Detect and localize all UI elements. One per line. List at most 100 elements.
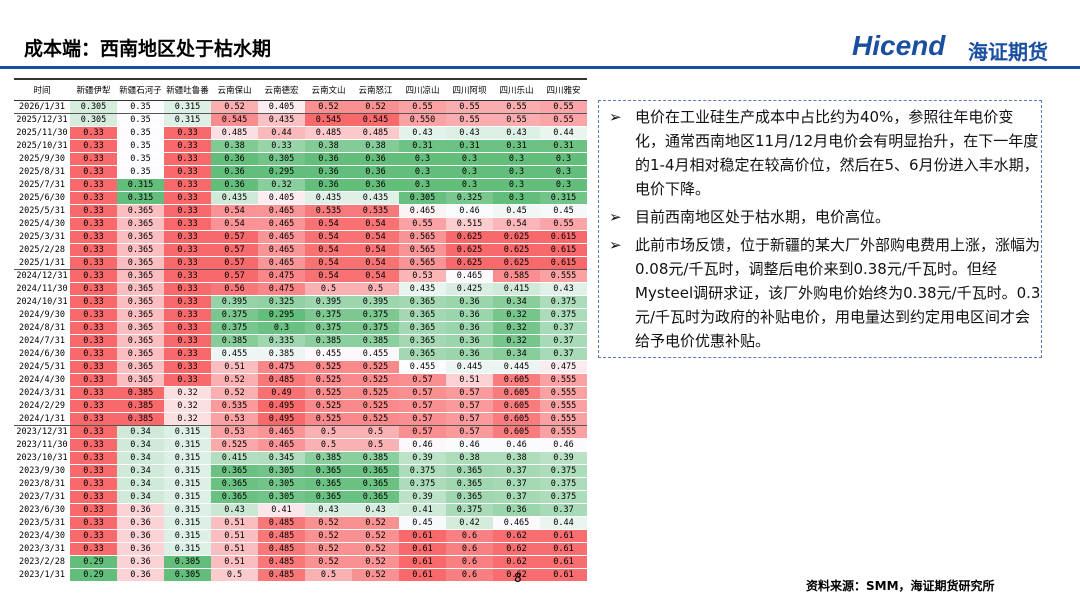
price-cell: 0.5: [305, 425, 352, 439]
price-cell: 0.35: [117, 139, 164, 153]
price-cell: 0.33: [164, 308, 211, 322]
logo: Hicend: [852, 30, 946, 61]
price-cell: 0.33: [70, 230, 117, 244]
price-cell: 0.3: [258, 321, 305, 335]
date-cell: 2023/4/30: [14, 529, 70, 543]
price-cell: 0.515: [446, 217, 493, 231]
price-cell: 0.315: [164, 542, 211, 556]
date-cell: 2024/7/31: [14, 334, 70, 348]
date-cell: 2023/1/31: [14, 568, 70, 582]
price-cell: 0.57: [446, 425, 493, 439]
price-cell: 0.365: [117, 230, 164, 244]
price-cell: 0.55: [540, 113, 587, 127]
price-cell: 0.34: [493, 295, 540, 309]
table-row: 2025/7/31 0.33 0.315 0.33 0.36 0.32 0.36 0.36 0.…: [14, 178, 587, 192]
date-cell: 2025/3/31: [14, 230, 70, 244]
price-cell: 0.57: [399, 373, 446, 387]
price-cell: 0.325: [258, 295, 305, 309]
date-cell: 2023/11/30: [14, 438, 70, 452]
price-cell: 0.49: [258, 386, 305, 400]
price-cell: 0.525: [211, 438, 258, 452]
price-cell: 0.375: [446, 503, 493, 517]
table-row: 2025/3/31 0.33 0.365 0.33 0.57 0.465 0.54 0.54 0…: [14, 230, 587, 244]
price-cell: 0.61: [540, 542, 587, 556]
price-cell: 0.33: [164, 126, 211, 140]
price-cell: 0.33: [164, 152, 211, 166]
price-cell: 0.32: [164, 412, 211, 426]
price-cell: 0.51: [211, 555, 258, 569]
price-cell: 0.435: [352, 191, 399, 205]
column-header: 四川雅安: [540, 78, 587, 101]
price-cell: 0.535: [211, 399, 258, 413]
price-cell: 0.56: [211, 282, 258, 296]
price-cell: 0.32: [493, 334, 540, 348]
price-cell: 0.525: [305, 360, 352, 374]
price-cell: 0.365: [211, 464, 258, 478]
price-cell: 0.365: [399, 295, 446, 309]
company-name: 海证期货: [968, 40, 1048, 64]
price-cell: 0.485: [352, 126, 399, 140]
price-cell: 0.395: [211, 295, 258, 309]
table-row: 2023/6/30 0.33 0.36 0.315 0.43 0.41 0.43 0.43 0.…: [14, 503, 587, 517]
price-cell: 0.365: [446, 477, 493, 491]
price-cell: 0.46: [446, 438, 493, 452]
price-cell: 0.34: [117, 490, 164, 504]
price-cell: 0.365: [117, 295, 164, 309]
price-cell: 0.45: [399, 516, 446, 530]
price-cell: 0.33: [70, 399, 117, 413]
price-cell: 0.35: [117, 126, 164, 140]
price-cell: 0.425: [446, 282, 493, 296]
price-cell: 0.33: [70, 269, 117, 283]
price-cell: 0.475: [258, 360, 305, 374]
price-cell: 0.38: [493, 451, 540, 465]
price-cell: 0.365: [399, 308, 446, 322]
price-cell: 0.33: [164, 373, 211, 387]
price-cell: 0.455: [211, 347, 258, 361]
price-cell: 0.435: [305, 191, 352, 205]
price-cell: 0.36: [117, 542, 164, 556]
price-cell: 0.33: [164, 347, 211, 361]
date-cell: 2025/6/30: [14, 191, 70, 205]
price-cell: 0.5: [352, 438, 399, 452]
price-cell: 0.33: [70, 178, 117, 192]
price-cell: 0.38: [352, 139, 399, 153]
bullet: 电价在工业硅生产成本中占比约为40%，参照往年电价变化，通常西南地区11月/12…: [605, 105, 1041, 201]
table-row: 2024/2/29 0.33 0.385 0.32 0.535 0.495 0.525 0.5…: [14, 399, 587, 413]
table-row: 2025/10/31 0.33 0.35 0.33 0.38 0.33 0.38 0.38 0.…: [14, 139, 587, 153]
price-cell: 0.365: [305, 464, 352, 478]
price-cell: 0.36: [117, 516, 164, 530]
price-cell: 0.385: [211, 334, 258, 348]
price-cell: 0.33: [70, 139, 117, 153]
table-row: 2024/1/31 0.33 0.385 0.32 0.53 0.495 0.525 0.52…: [14, 412, 587, 426]
table-row: 2024/9/30 0.33 0.365 0.33 0.375 0.295 0.375 0.3…: [14, 308, 587, 322]
price-cell: 0.57: [399, 425, 446, 439]
price-cell: 0.525: [352, 373, 399, 387]
date-cell: 2024/9/30: [14, 308, 70, 322]
price-cell: 0.55: [493, 100, 540, 114]
price-cell: 0.32: [164, 386, 211, 400]
price-cell: 0.625: [493, 243, 540, 257]
price-cell: 0.36: [446, 308, 493, 322]
price-cell: 0.365: [352, 464, 399, 478]
price-cell: 0.465: [258, 243, 305, 257]
date-cell: 2023/2/28: [14, 555, 70, 569]
price-cell: 0.37: [493, 464, 540, 478]
price-cell: 0.39: [399, 451, 446, 465]
price-cell: 0.52: [211, 386, 258, 400]
price-cell: 0.31: [493, 139, 540, 153]
price-cell: 0.485: [258, 373, 305, 387]
price-cell: 0.37: [540, 334, 587, 348]
price-cell: 0.32: [258, 178, 305, 192]
price-cell: 0.3: [446, 152, 493, 166]
price-cell: 0.35: [117, 113, 164, 127]
header-rule: [0, 66, 1080, 69]
table-row: 2024/5/31 0.33 0.365 0.33 0.51 0.475 0.525 0.52…: [14, 360, 587, 374]
price-cell: 0.365: [117, 373, 164, 387]
price-cell: 0.625: [446, 230, 493, 244]
date-cell: 2023/8/31: [14, 477, 70, 491]
price-cell: 0.3: [446, 178, 493, 192]
price-cell: 0.52: [352, 542, 399, 556]
date-cell: 2025/8/31: [14, 165, 70, 179]
price-cell: 0.305: [70, 100, 117, 114]
price-cell: 0.625: [446, 256, 493, 270]
